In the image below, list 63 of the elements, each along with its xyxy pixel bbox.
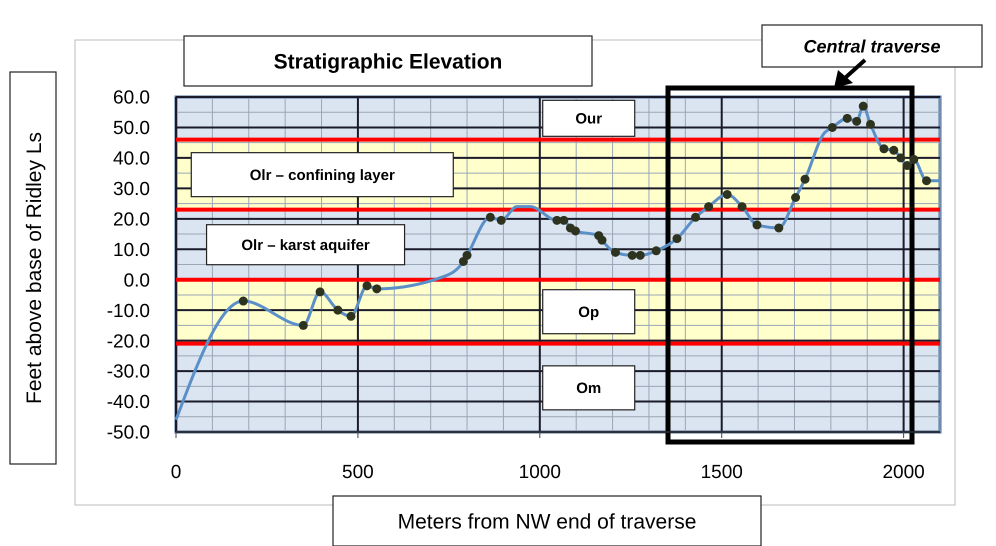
point — [628, 250, 637, 260]
point — [486, 212, 495, 222]
y-tick-label: 20.0 — [113, 209, 150, 230]
point — [704, 202, 714, 212]
point — [922, 176, 932, 186]
x-tick-label: 500 — [342, 462, 374, 483]
point — [362, 281, 372, 290]
point — [691, 212, 700, 222]
y-tick-label: 60.0 — [113, 88, 150, 109]
y-tick-label: -10.0 — [106, 300, 150, 322]
point — [462, 250, 472, 260]
point — [570, 226, 580, 236]
band-label: Olr – karst aquifer — [241, 236, 370, 254]
point — [636, 250, 645, 260]
x-tick-label: 2000 — [882, 462, 925, 483]
point — [496, 216, 506, 225]
y-tick-label: 10.0 — [113, 240, 150, 261]
point — [909, 154, 918, 164]
y-axis-title: Feet above base of Ridley Ls — [23, 132, 46, 404]
band-label: Olr – confining layer — [250, 166, 395, 184]
point — [858, 102, 868, 111]
y-tick-label: 40.0 — [113, 148, 150, 170]
x-tick-label: 0 — [170, 462, 182, 483]
point — [774, 223, 784, 232]
x-tick-label: 1000 — [518, 462, 561, 483]
point — [889, 146, 898, 155]
y-tick-label: -30.0 — [106, 362, 150, 383]
point — [752, 220, 762, 230]
point — [800, 174, 810, 184]
point — [842, 114, 852, 123]
point — [902, 161, 912, 170]
y-tick-label: -40.0 — [106, 392, 150, 414]
point — [346, 312, 356, 321]
point — [298, 320, 308, 330]
band-label: Op — [578, 304, 600, 321]
point — [828, 122, 837, 132]
band-label: Om — [576, 380, 602, 398]
point — [791, 193, 800, 202]
point — [738, 202, 747, 212]
point — [610, 248, 620, 257]
chart-title: Stratigraphic Elevation — [274, 50, 502, 74]
x-axis-title: Meters from NW end of traverse — [398, 510, 696, 534]
point — [598, 236, 607, 245]
point — [722, 190, 732, 199]
point — [559, 216, 568, 225]
y-tick-label: 50.0 — [113, 118, 150, 140]
point — [238, 296, 248, 306]
point — [852, 116, 862, 126]
point — [672, 234, 682, 244]
y-tick-label: 30.0 — [113, 179, 150, 200]
y-tick-label: -50.0 — [106, 422, 150, 444]
y-tick-label: -20.0 — [106, 331, 150, 352]
point — [652, 246, 661, 256]
x-tick-label: 1500 — [700, 462, 743, 483]
point — [896, 153, 906, 162]
text: Central traverse — [803, 36, 941, 56]
point — [866, 120, 876, 129]
point — [333, 306, 342, 315]
point — [372, 284, 382, 294]
band-label: Our — [575, 110, 602, 128]
point — [316, 287, 325, 296]
point — [879, 144, 888, 154]
y-tick-label: 0.0 — [124, 270, 150, 292]
